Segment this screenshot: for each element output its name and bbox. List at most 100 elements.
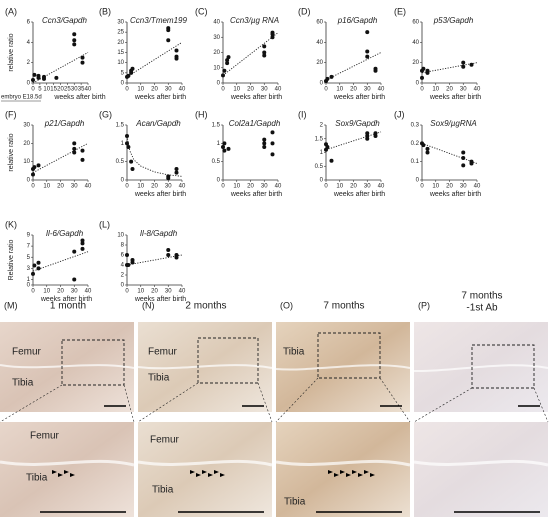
data-point bbox=[36, 75, 41, 80]
data-point bbox=[80, 246, 85, 251]
x-tick-label: 10 bbox=[43, 87, 50, 93]
data-point bbox=[425, 150, 430, 155]
y-tick-label: 10 bbox=[117, 60, 124, 66]
y-tick-label: 0 bbox=[320, 178, 324, 184]
y-tick-label: 0 bbox=[27, 178, 31, 184]
data-point bbox=[174, 255, 179, 260]
annotation: embryo E18.5d bbox=[1, 95, 42, 101]
tissue-label: Femur bbox=[150, 435, 180, 446]
arrowhead bbox=[208, 473, 213, 477]
zoom-box bbox=[317, 332, 381, 379]
x-tick-label: 0 bbox=[125, 289, 129, 295]
x-tick-label: 30 bbox=[261, 87, 268, 93]
data-point bbox=[226, 55, 231, 60]
data-point bbox=[166, 28, 171, 33]
x-tick-label: 40 bbox=[275, 184, 282, 190]
y-tick-label: 0 bbox=[217, 81, 221, 87]
y-tick-label: 20 bbox=[316, 60, 323, 66]
tissue-label: Tibia bbox=[12, 378, 34, 389]
arrowhead bbox=[220, 473, 225, 477]
x-tick-label: 10 bbox=[233, 184, 240, 190]
y-tick-label: 20 bbox=[117, 40, 124, 46]
y-tick-label: 0.5 bbox=[315, 164, 324, 170]
data-point bbox=[80, 241, 85, 246]
cartilage-line bbox=[137, 459, 273, 467]
y-tick-label: 1.5 bbox=[116, 123, 125, 129]
data-point bbox=[325, 145, 330, 149]
x-axis-label: weeks after birth bbox=[429, 94, 481, 101]
data-point bbox=[469, 62, 474, 67]
panel-title: p53/Gapdh bbox=[433, 16, 474, 25]
panel-label: (I) bbox=[298, 109, 307, 119]
cartilage-line bbox=[0, 364, 135, 369]
y-tick-label: 2 bbox=[27, 60, 31, 66]
y-tick-label: 1.5 bbox=[315, 136, 324, 142]
x-axis-label: weeks after birth bbox=[333, 94, 385, 101]
tissue-label: Tibia bbox=[148, 373, 170, 384]
y-tick-label: 10 bbox=[213, 65, 220, 71]
data-point bbox=[31, 271, 35, 276]
x-tick-label: 30 bbox=[165, 87, 172, 93]
y-tick-label: 30 bbox=[23, 123, 30, 129]
x-tick-label: 10 bbox=[233, 87, 240, 93]
x-tick-label: 0 bbox=[420, 87, 424, 93]
x-tick-label: 20 bbox=[350, 184, 357, 190]
x-tick-label: 0 bbox=[324, 87, 328, 93]
data-point bbox=[461, 156, 466, 160]
x-tick-label: 30 bbox=[165, 289, 172, 295]
x-tick-label: 40 bbox=[179, 289, 186, 295]
y-tick-label: 0.3 bbox=[411, 123, 420, 129]
data-point bbox=[174, 170, 179, 175]
x-tick-label: 20 bbox=[57, 289, 64, 295]
y-tick-label: 7 bbox=[27, 244, 31, 250]
arrowhead bbox=[346, 473, 351, 477]
panel-label: (P) bbox=[418, 300, 430, 310]
y-tick-label: 3 bbox=[27, 266, 31, 272]
trend-line bbox=[126, 254, 183, 266]
arrowhead bbox=[196, 473, 201, 477]
panel-title: Ccn3/Gapdh bbox=[42, 16, 87, 25]
y-tick-label: 1.5 bbox=[212, 123, 221, 129]
y-tick-label: 9 bbox=[27, 233, 31, 239]
y-tick-label: 60 bbox=[412, 20, 419, 26]
x-axis-label: weeks after birth bbox=[53, 94, 105, 101]
x-tick-label: 20 bbox=[350, 87, 357, 93]
x-tick-label: 40 bbox=[275, 87, 282, 93]
data-point bbox=[270, 32, 275, 37]
y-tick-label: 1 bbox=[121, 141, 125, 147]
trend-line bbox=[126, 135, 183, 177]
data-point bbox=[270, 141, 275, 146]
data-point bbox=[262, 44, 267, 49]
panel-label: (K) bbox=[5, 219, 17, 229]
data-point bbox=[365, 30, 370, 35]
y-tick-label: 4 bbox=[121, 263, 125, 269]
y-tick-label: 10 bbox=[117, 233, 124, 239]
data-point bbox=[262, 141, 267, 146]
panel-title: p16/Gapdh bbox=[337, 16, 378, 25]
x-tick-label: 40 bbox=[378, 87, 385, 93]
zoom-box bbox=[197, 337, 259, 384]
x-tick-label: 30 bbox=[364, 184, 371, 190]
data-point bbox=[31, 172, 35, 177]
y-tick-label: 60 bbox=[316, 20, 323, 26]
data-point bbox=[461, 150, 466, 155]
x-tick-label: 40 bbox=[474, 87, 481, 93]
x-tick-label: 20 bbox=[446, 184, 453, 190]
y-tick-label: 40 bbox=[316, 40, 323, 46]
data-point bbox=[461, 163, 466, 168]
y-tick-label: 0 bbox=[217, 178, 221, 184]
data-point bbox=[125, 134, 129, 138]
x-axis-label: weeks after birth bbox=[230, 94, 282, 101]
panel-label: (L) bbox=[99, 219, 110, 229]
data-point bbox=[469, 161, 474, 166]
x-tick-label: 0 bbox=[31, 184, 35, 190]
arrowhead bbox=[202, 470, 207, 474]
y-tick-label: 5 bbox=[27, 255, 31, 261]
panel-label: (O) bbox=[280, 300, 293, 310]
data-point bbox=[31, 77, 35, 82]
y-axis-label: relative ratio bbox=[8, 133, 15, 171]
data-point bbox=[80, 60, 85, 65]
arrowhead bbox=[358, 473, 363, 477]
x-axis-label: weeks after birth bbox=[333, 191, 385, 198]
data-point bbox=[72, 38, 77, 43]
